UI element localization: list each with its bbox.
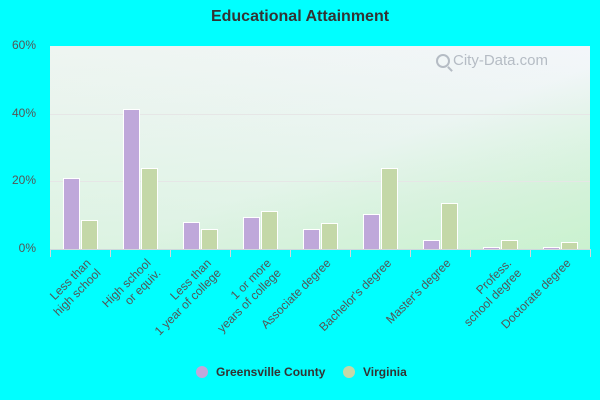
bar bbox=[123, 108, 140, 249]
watermark: City-Data.com bbox=[436, 52, 548, 69]
x-tick-label: Master's degree bbox=[383, 256, 454, 327]
magnifier-icon bbox=[436, 53, 450, 68]
bar bbox=[483, 246, 500, 249]
bar bbox=[141, 167, 158, 249]
x-tick bbox=[530, 249, 531, 257]
gridline bbox=[50, 113, 590, 115]
y-tick-label: 60% bbox=[11, 38, 36, 52]
bar bbox=[63, 177, 80, 249]
gridline bbox=[50, 181, 590, 183]
x-tick bbox=[50, 249, 51, 257]
bar bbox=[543, 246, 560, 249]
bar bbox=[363, 213, 380, 249]
bar bbox=[183, 221, 200, 249]
x-tick bbox=[110, 249, 111, 257]
bar bbox=[201, 229, 218, 249]
x-tick bbox=[230, 249, 231, 257]
x-tick bbox=[470, 249, 471, 257]
bar bbox=[441, 202, 458, 249]
legend-item-greensville: Greensville County bbox=[196, 365, 325, 379]
x-tick bbox=[290, 249, 291, 257]
legend-swatch-icon bbox=[343, 366, 355, 378]
legend-label: Virginia bbox=[363, 365, 407, 379]
x-axis bbox=[50, 249, 590, 250]
bar bbox=[261, 210, 278, 249]
legend-label: Greensville County bbox=[216, 365, 326, 379]
legend-swatch-icon bbox=[196, 366, 208, 378]
x-tick bbox=[350, 249, 351, 257]
bar bbox=[561, 241, 578, 249]
x-tick bbox=[590, 249, 591, 257]
x-tick bbox=[170, 249, 171, 257]
chart-title: Educational Attainment bbox=[210, 8, 390, 25]
x-tick bbox=[410, 249, 411, 257]
x-tick-label: Less than high school bbox=[46, 256, 104, 319]
bar bbox=[423, 239, 440, 249]
plot-area bbox=[50, 46, 590, 249]
bar bbox=[501, 239, 518, 249]
bar bbox=[303, 229, 320, 249]
y-tick-label: 20% bbox=[11, 173, 36, 188]
y-tick-label: 40% bbox=[11, 105, 36, 120]
watermark-text: City-Data.com bbox=[453, 52, 549, 69]
bar bbox=[381, 167, 398, 249]
bar bbox=[321, 222, 338, 249]
y-tick-label: 0% bbox=[18, 241, 36, 255]
legend-item-virginia: Virginia bbox=[343, 365, 407, 379]
bar bbox=[81, 219, 98, 249]
bar bbox=[243, 216, 260, 249]
